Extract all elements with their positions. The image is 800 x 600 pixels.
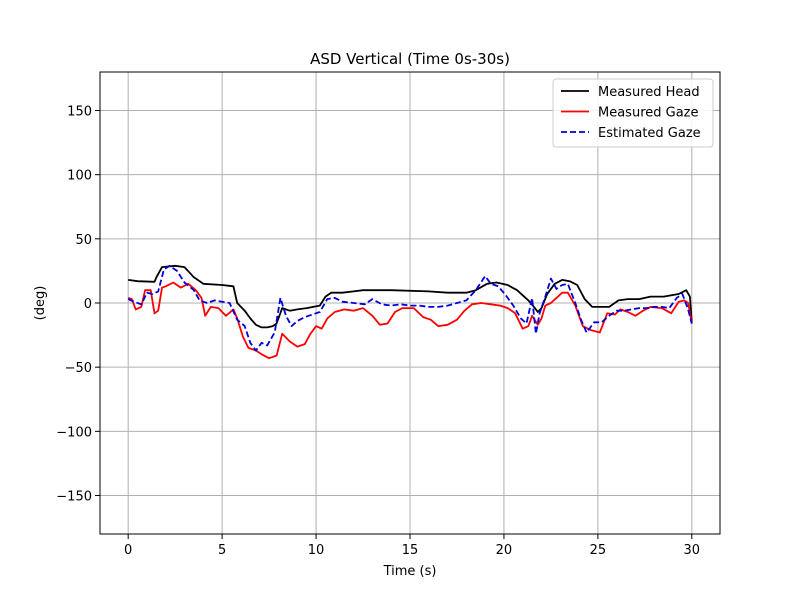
y-axis: −150 −100 −50 0 50 100 150 — [56, 105, 100, 505]
x-tick-label: 20 — [496, 543, 513, 558]
x-tick-label: 15 — [402, 543, 419, 558]
y-tick-label: −50 — [65, 361, 92, 376]
x-axis-label: Time (s) — [383, 564, 437, 579]
legend-entry-label: Measured Head — [598, 85, 700, 100]
legend: Measured Head Measured Gaze Estimated Gaze — [552, 78, 714, 148]
x-axis: 0 5 10 15 20 25 30 — [124, 534, 700, 558]
x-tick-label: 5 — [218, 543, 226, 558]
legend-entry-label: Measured Gaze — [598, 106, 699, 121]
series-layer — [127, 264, 693, 360]
y-axis-label: (deg) — [33, 286, 48, 321]
y-tick-label: −150 — [56, 490, 92, 505]
chart-title: ASD Vertical (Time 0s-30s) — [310, 50, 510, 68]
series-line-measured-gaze — [127, 281, 693, 360]
series-line-measured-head — [128, 264, 693, 329]
y-tick-label: −100 — [56, 425, 92, 440]
series-line-estimated-gaze — [127, 264, 693, 352]
y-tick-label: 150 — [67, 105, 92, 120]
legend-entry-label: Estimated Gaze — [598, 126, 701, 141]
x-tick-label: 30 — [684, 543, 701, 558]
x-tick-label: 0 — [124, 543, 132, 558]
y-tick-label: 50 — [75, 233, 92, 248]
legend-box — [552, 78, 714, 148]
y-tick-label: 0 — [84, 297, 92, 312]
y-tick-label: 100 — [67, 169, 92, 184]
x-tick-label: 25 — [590, 543, 607, 558]
x-tick-label: 10 — [308, 543, 325, 558]
